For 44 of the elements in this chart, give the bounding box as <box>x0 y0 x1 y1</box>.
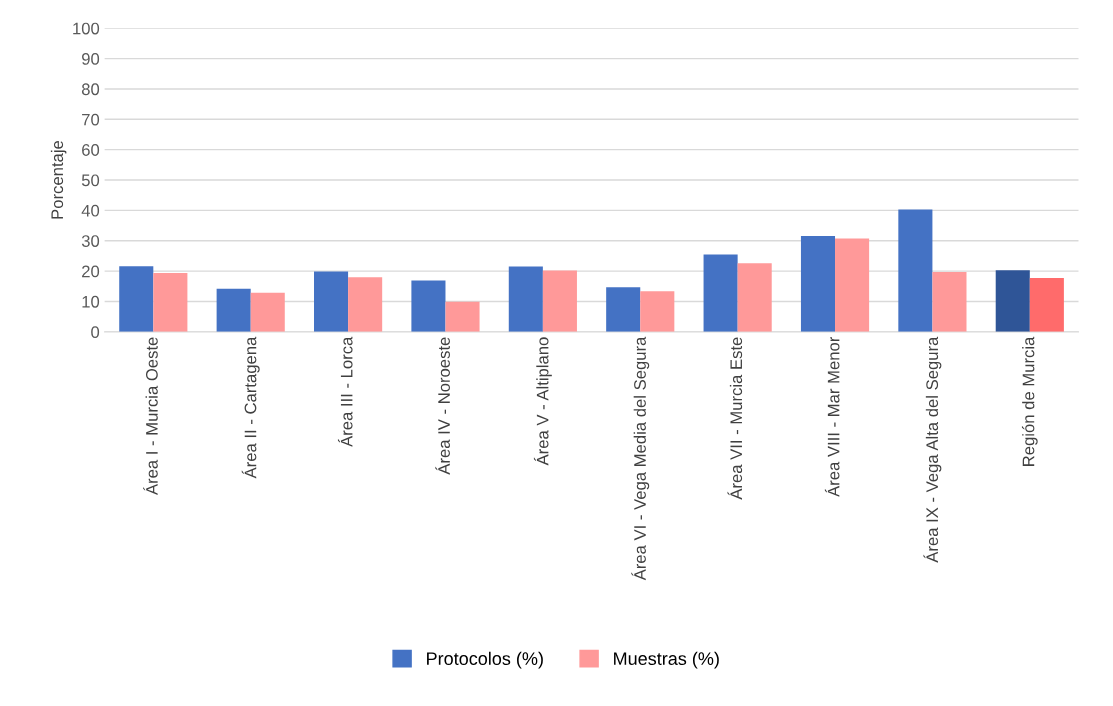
bar <box>542 270 577 332</box>
bar <box>835 238 870 332</box>
bar <box>348 277 383 332</box>
bar <box>606 287 641 332</box>
bar <box>314 271 349 332</box>
bar <box>250 292 285 332</box>
y-tick-label: 60 <box>82 144 100 156</box>
bar <box>737 263 772 332</box>
x-tick-label: Área V - Altiplano <box>533 337 552 466</box>
y-axis-title: Porcentaje <box>50 140 67 219</box>
bar <box>898 209 933 332</box>
y-tick-label: 70 <box>82 113 100 126</box>
legend-label: Muestras (%) <box>614 651 719 669</box>
x-tick-label: Área I - Murcia Oeste <box>143 337 158 496</box>
bar <box>153 272 188 332</box>
x-tick-label: Área VI - Vega Media del Segura <box>631 336 650 581</box>
x-tick-label: Área IV - Noroeste <box>435 337 450 475</box>
bar <box>216 288 251 332</box>
x-tick-label: Área VII - Murcia Este <box>727 337 743 500</box>
y-tick-label: 90 <box>82 53 100 65</box>
bar <box>932 272 967 332</box>
y-tick-label: 20 <box>82 265 100 278</box>
legend-label: Protocolos (%) <box>427 651 543 669</box>
y-tick-label: 10 <box>82 295 100 308</box>
bar <box>640 291 675 332</box>
y-tick-label: 100 <box>73 22 100 35</box>
x-tick-label: Área II - Cartagena <box>241 336 260 479</box>
bar <box>800 235 836 332</box>
bar <box>508 266 543 332</box>
bar <box>995 270 1030 332</box>
bar <box>703 254 738 332</box>
x-tick-label: Área IX - Vega Alta del Segura <box>923 336 942 563</box>
y-tick-label: 0 <box>91 326 100 339</box>
x-tick-label: Área III - Lorca <box>337 336 353 447</box>
y-tick-label: 30 <box>81 235 100 247</box>
x-tick-label: Región de Murcia <box>1021 336 1038 466</box>
bar <box>411 280 446 332</box>
y-tick-label: 50 <box>81 174 100 187</box>
x-tick-label: Área VIII - Mar Menor <box>824 336 840 497</box>
bar <box>1029 278 1064 332</box>
y-tick-label: 80 <box>81 83 100 96</box>
y-tick-label: 40 <box>81 204 100 217</box>
bar <box>445 301 480 332</box>
bar <box>119 266 154 332</box>
